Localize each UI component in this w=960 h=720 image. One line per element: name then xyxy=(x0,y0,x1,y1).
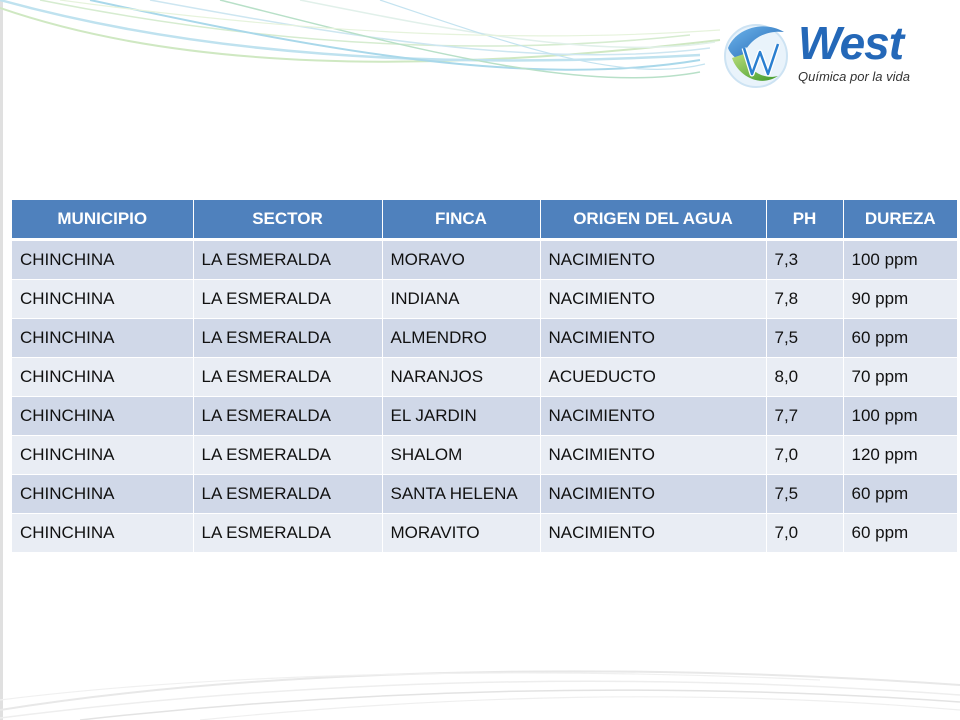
cell-dureza: 70 ppm xyxy=(843,357,957,397)
cell-origen: NACIMIENTO xyxy=(540,279,767,319)
cell-municipio: CHINCHINA xyxy=(12,513,194,553)
cell-finca: SHALOM xyxy=(382,435,541,475)
cell-sector: LA ESMERALDA xyxy=(193,396,383,436)
decorative-swoosh-top xyxy=(0,0,721,79)
cell-ph: 8,0 xyxy=(766,357,844,397)
cell-sector: LA ESMERALDA xyxy=(193,435,383,475)
cell-municipio: CHINCHINA xyxy=(12,396,194,436)
cell-dureza: 100 ppm xyxy=(843,396,957,436)
cell-finca: EL JARDIN xyxy=(382,396,541,436)
table-row: CHINCHINA LA ESMERALDA MORAVITO NACIMIEN… xyxy=(12,513,957,553)
header-finca: FINCA xyxy=(382,200,541,241)
cell-dureza: 100 ppm xyxy=(843,239,957,280)
table-row: CHINCHINA LA ESMERALDA ALMENDRO NACIMIEN… xyxy=(12,318,957,358)
cell-dureza: 120 ppm xyxy=(843,435,957,475)
cell-finca: ALMENDRO xyxy=(382,318,541,358)
cell-origen: ACUEDUCTO xyxy=(540,357,767,397)
cell-municipio: CHINCHINA xyxy=(12,474,194,514)
logo-globe-icon xyxy=(724,24,788,88)
decorative-swoosh-bottom xyxy=(0,670,960,720)
cell-finca: SANTA HELENA xyxy=(382,474,541,514)
cell-ph: 7,0 xyxy=(766,435,844,475)
cell-ph: 7,3 xyxy=(766,239,844,280)
slide-edge xyxy=(0,0,3,720)
cell-origen: NACIMIENTO xyxy=(540,435,767,475)
header-municipio: MUNICIPIO xyxy=(12,200,194,241)
cell-dureza: 60 ppm xyxy=(843,474,957,514)
cell-finca: MORAVITO xyxy=(382,513,541,553)
cell-finca: NARANJOS xyxy=(382,357,541,397)
header-sector: SECTOR xyxy=(193,200,383,241)
cell-finca: INDIANA xyxy=(382,279,541,319)
header-origen-del-agua: ORIGEN DEL AGUA xyxy=(540,200,767,241)
cell-municipio: CHINCHINA xyxy=(12,318,194,358)
cell-ph: 7,5 xyxy=(766,318,844,358)
cell-sector: LA ESMERALDA xyxy=(193,318,383,358)
cell-ph: 7,0 xyxy=(766,513,844,553)
cell-finca: MORAVO xyxy=(382,239,541,280)
cell-origen: NACIMIENTO xyxy=(540,396,767,436)
logo-tagline: Química por la vida xyxy=(798,69,910,84)
cell-dureza: 60 ppm xyxy=(843,318,957,358)
cell-ph: 7,8 xyxy=(766,279,844,319)
header-ph: PH xyxy=(766,200,844,241)
cell-origen: NACIMIENTO xyxy=(540,513,767,553)
cell-dureza: 90 ppm xyxy=(843,279,957,319)
header-dureza: DUREZA xyxy=(843,200,957,241)
cell-dureza: 60 ppm xyxy=(843,513,957,553)
cell-sector: LA ESMERALDA xyxy=(193,279,383,319)
logo-wordmark: West xyxy=(798,17,904,69)
cell-ph: 7,5 xyxy=(766,474,844,514)
table-header-row: MUNICIPIO SECTOR FINCA ORIGEN DEL AGUA P… xyxy=(12,200,957,241)
table-row: CHINCHINA LA ESMERALDA SANTA HELENA NACI… xyxy=(12,474,957,514)
cell-municipio: CHINCHINA xyxy=(12,279,194,319)
cell-origen: NACIMIENTO xyxy=(540,474,767,514)
table-row: CHINCHINA LA ESMERALDA EL JARDIN NACIMIE… xyxy=(12,396,957,436)
cell-sector: LA ESMERALDA xyxy=(193,239,383,280)
cell-sector: LA ESMERALDA xyxy=(193,513,383,553)
cell-municipio: CHINCHINA xyxy=(12,435,194,475)
cell-ph: 7,7 xyxy=(766,396,844,436)
cell-origen: NACIMIENTO xyxy=(540,318,767,358)
cell-municipio: CHINCHINA xyxy=(12,239,194,280)
table-row: CHINCHINA LA ESMERALDA NARANJOS ACUEDUCT… xyxy=(12,357,957,397)
table-row: CHINCHINA LA ESMERALDA SHALOM NACIMIENTO… xyxy=(12,435,957,475)
cell-sector: LA ESMERALDA xyxy=(193,474,383,514)
table-row: CHINCHINA LA ESMERALDA INDIANA NACIMIENT… xyxy=(12,279,957,319)
table-row: CHINCHINA LA ESMERALDA MORAVO NACIMIENTO… xyxy=(12,239,957,280)
cell-municipio: CHINCHINA xyxy=(12,357,194,397)
water-analysis-table: MUNICIPIO SECTOR FINCA ORIGEN DEL AGUA P… xyxy=(12,200,957,553)
west-logo: West Química por la vida xyxy=(722,18,932,94)
cell-origen: NACIMIENTO xyxy=(540,239,767,280)
cell-sector: LA ESMERALDA xyxy=(193,357,383,397)
